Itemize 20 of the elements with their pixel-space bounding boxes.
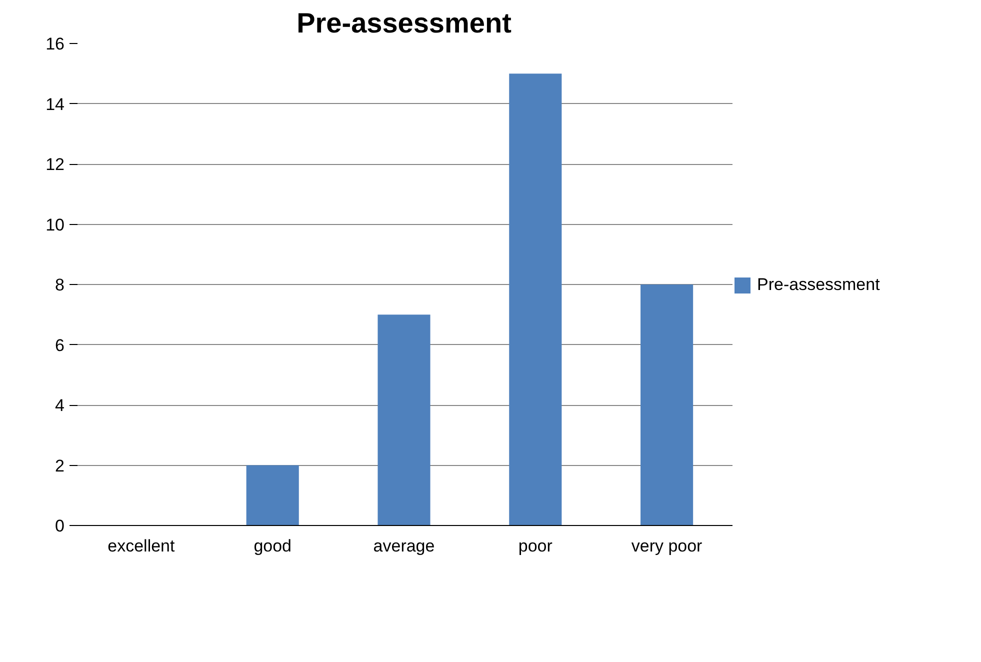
x-tick-label: poor: [518, 536, 553, 556]
bar: [640, 284, 694, 526]
y-tick-label: 8: [55, 276, 65, 294]
y-tick-label: 4: [55, 396, 65, 415]
x-tick-label: average: [373, 536, 435, 556]
y-tick-label: 16: [46, 34, 65, 54]
y-tick-label: 10: [46, 215, 65, 234]
x-tick-label: good: [254, 536, 292, 556]
y-tick-label: 0: [55, 516, 65, 536]
y-tick-label: 2: [55, 456, 65, 476]
bar: [378, 314, 430, 526]
y-tick-label: 14: [46, 94, 65, 114]
bar: [509, 74, 562, 526]
y-tick-label: 12: [46, 155, 65, 174]
y-tick-label: 6: [55, 336, 65, 355]
x-tick-label: very poor: [631, 536, 703, 556]
legend-label: Pre-assessment: [757, 275, 880, 295]
x-tick-label: excellent: [108, 536, 176, 556]
bar: [246, 465, 299, 526]
chart-title: Pre-assessment: [296, 8, 512, 38]
